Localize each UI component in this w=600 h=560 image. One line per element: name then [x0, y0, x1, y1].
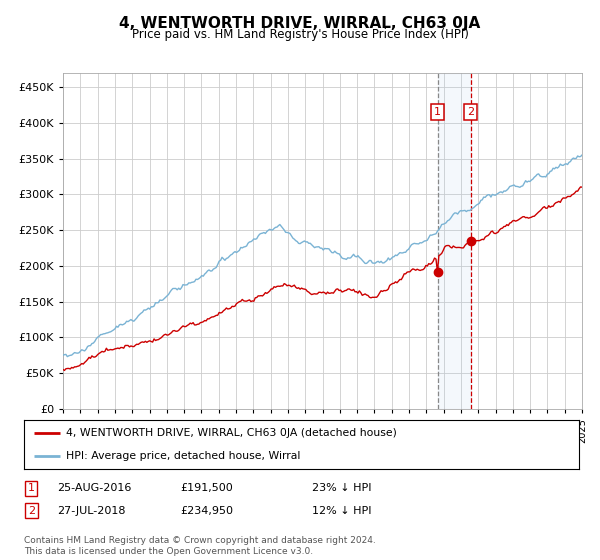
Text: £234,950: £234,950: [180, 506, 233, 516]
Text: Contains HM Land Registry data © Crown copyright and database right 2024.
This d: Contains HM Land Registry data © Crown c…: [24, 536, 376, 556]
Text: £191,500: £191,500: [180, 483, 233, 493]
Text: 27-JUL-2018: 27-JUL-2018: [57, 506, 125, 516]
Text: 2: 2: [467, 107, 475, 117]
Text: 25-AUG-2016: 25-AUG-2016: [57, 483, 131, 493]
Text: Price paid vs. HM Land Registry's House Price Index (HPI): Price paid vs. HM Land Registry's House …: [131, 28, 469, 41]
Text: 4, WENTWORTH DRIVE, WIRRAL, CH63 0JA: 4, WENTWORTH DRIVE, WIRRAL, CH63 0JA: [119, 16, 481, 31]
Text: 12% ↓ HPI: 12% ↓ HPI: [312, 506, 371, 516]
Bar: [437, 73, 471, 409]
Text: HPI: Average price, detached house, Wirral: HPI: Average price, detached house, Wirr…: [65, 451, 300, 461]
Text: 1: 1: [434, 107, 441, 117]
Text: 1: 1: [28, 483, 35, 493]
Text: 2: 2: [28, 506, 35, 516]
Text: 23% ↓ HPI: 23% ↓ HPI: [312, 483, 371, 493]
Text: 4, WENTWORTH DRIVE, WIRRAL, CH63 0JA (detached house): 4, WENTWORTH DRIVE, WIRRAL, CH63 0JA (de…: [65, 428, 397, 438]
